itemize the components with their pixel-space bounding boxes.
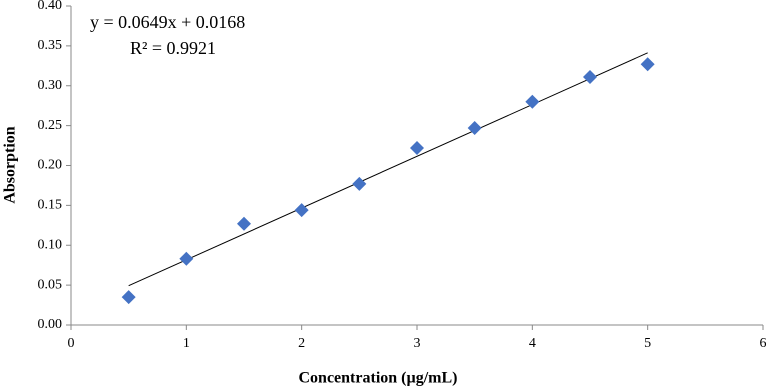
marker (410, 140, 424, 155)
marker (237, 216, 251, 231)
x-axis-label: Concentration (µg/mL) (299, 370, 458, 387)
marker (294, 203, 309, 218)
x-tick-label: 4 (529, 336, 536, 351)
y-tick-label: 0.40 (38, 0, 63, 13)
y-tick-label: 0.05 (38, 277, 63, 292)
x-tick-label: 3 (414, 336, 421, 351)
x-tick-label: 0 (68, 336, 75, 351)
marker (583, 69, 597, 84)
r-squared: R² = 0.9921 (130, 38, 216, 58)
marker (179, 251, 194, 266)
x-tick-label: 5 (644, 336, 651, 351)
y-tick-label: 0.15 (38, 198, 63, 213)
marker (525, 94, 540, 109)
y-tick-label: 0.35 (38, 38, 63, 53)
y-tick-label: 0.10 (38, 237, 63, 252)
y-tick-label: 0.30 (38, 78, 63, 93)
y-tick-label: 0.25 (38, 118, 63, 133)
marker (467, 121, 482, 136)
trendline-equation: y = 0.0649x + 0.0168 (90, 12, 245, 32)
marker (352, 176, 367, 191)
marker (121, 290, 136, 305)
x-tick-label: 6 (760, 336, 766, 351)
y-axis-label: Absorption (2, 126, 19, 203)
y-tick-label: 0.20 (38, 158, 63, 173)
x-tick-label: 2 (298, 336, 305, 351)
trendline (128, 52, 648, 287)
marker (640, 57, 655, 72)
y-tick-label: 0.00 (38, 317, 63, 332)
x-tick-label: 1 (183, 336, 190, 351)
